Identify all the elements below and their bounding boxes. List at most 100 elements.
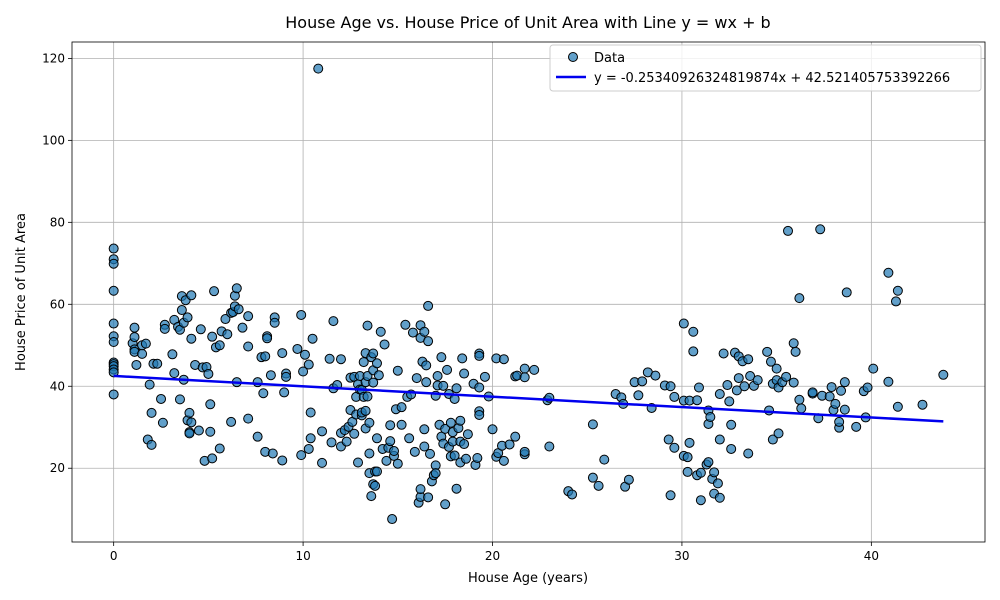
data-point [487,424,498,435]
y-tick-label: 40 [50,379,65,393]
y-tick-label: 20 [50,461,65,475]
data-point [205,399,216,410]
data-point [328,316,339,327]
data-point [451,383,462,394]
data-point [269,317,280,328]
chart-title: House Age vs. House Price of Unit Area w… [285,13,770,32]
data-point [419,424,430,435]
data-point [762,346,773,357]
data-point [292,343,303,354]
data-point [176,305,187,316]
data-point [243,311,254,322]
data-point [129,322,140,333]
x-tick-label: 0 [110,549,118,563]
y-tick-label: 80 [50,215,65,229]
data-point [368,377,379,388]
x-tick-label: 10 [295,549,310,563]
data-point [688,346,699,357]
data-point [209,286,220,297]
data-point [692,395,703,406]
data-point [324,353,335,364]
data-point [379,339,390,350]
data-point [368,348,379,359]
y-axis-label: House Price of Unit Area [14,213,29,371]
data-point [131,359,142,370]
data-point [703,457,714,468]
data-point [479,371,490,382]
data-point [303,443,314,454]
data-point [298,366,309,377]
data-point [938,369,949,380]
data-point [834,416,845,427]
data-point [174,394,185,405]
data-point [371,358,382,369]
data-point [430,468,441,479]
data-point [169,368,180,379]
data-point [637,376,648,387]
x-tick-label: 30 [674,549,689,563]
grid-lines [72,42,985,542]
data-point [709,467,720,478]
data-point [296,309,307,320]
data-point [231,283,242,294]
data-point [252,431,263,442]
data-point [743,354,754,365]
data-point [207,453,218,464]
data-point [695,467,706,478]
data-point [731,385,742,396]
data-point [839,404,850,415]
data-point [474,409,485,420]
data-point [423,492,434,503]
data-point [258,388,269,399]
data-point [830,398,841,409]
data-point [423,336,434,347]
data-point [498,455,509,466]
data-point [317,457,328,468]
data-point [214,340,225,351]
data-point [669,442,680,453]
data-point [688,326,699,337]
data-point [826,382,837,393]
data-point [364,417,375,428]
data-point [167,349,178,360]
data-point [243,413,254,424]
data-point [419,441,430,452]
data-point [765,356,776,367]
data-point [385,420,396,431]
data-point [669,391,680,402]
data-point [362,391,373,402]
data-point [140,338,151,349]
data-point [722,380,733,391]
legend-label-data: Data [594,51,625,66]
data-point [836,385,847,396]
data-point [182,312,193,323]
data-point [567,489,578,500]
data-point [781,371,792,382]
data-point [851,421,862,432]
data-point [890,296,901,307]
data-point [313,63,324,74]
data-point [265,370,276,381]
regression-line [113,374,944,423]
data-point [815,224,826,235]
data-point [682,466,693,477]
x-axis-ticks: 0 10 20 30 40 [110,542,879,563]
data-point [349,428,360,439]
data-point [400,319,411,330]
data-point [695,495,706,506]
data-point [214,443,225,454]
data-point [714,492,725,503]
data-point [371,433,382,444]
data-point [771,363,782,374]
data-point [237,322,248,333]
data-point [599,454,610,465]
data-point [129,332,140,343]
data-point [745,371,756,382]
data-point [419,326,430,337]
data-point [455,415,466,426]
data-points [108,63,949,525]
data-point [371,466,382,477]
data-point [440,499,451,510]
data-point [425,448,436,459]
